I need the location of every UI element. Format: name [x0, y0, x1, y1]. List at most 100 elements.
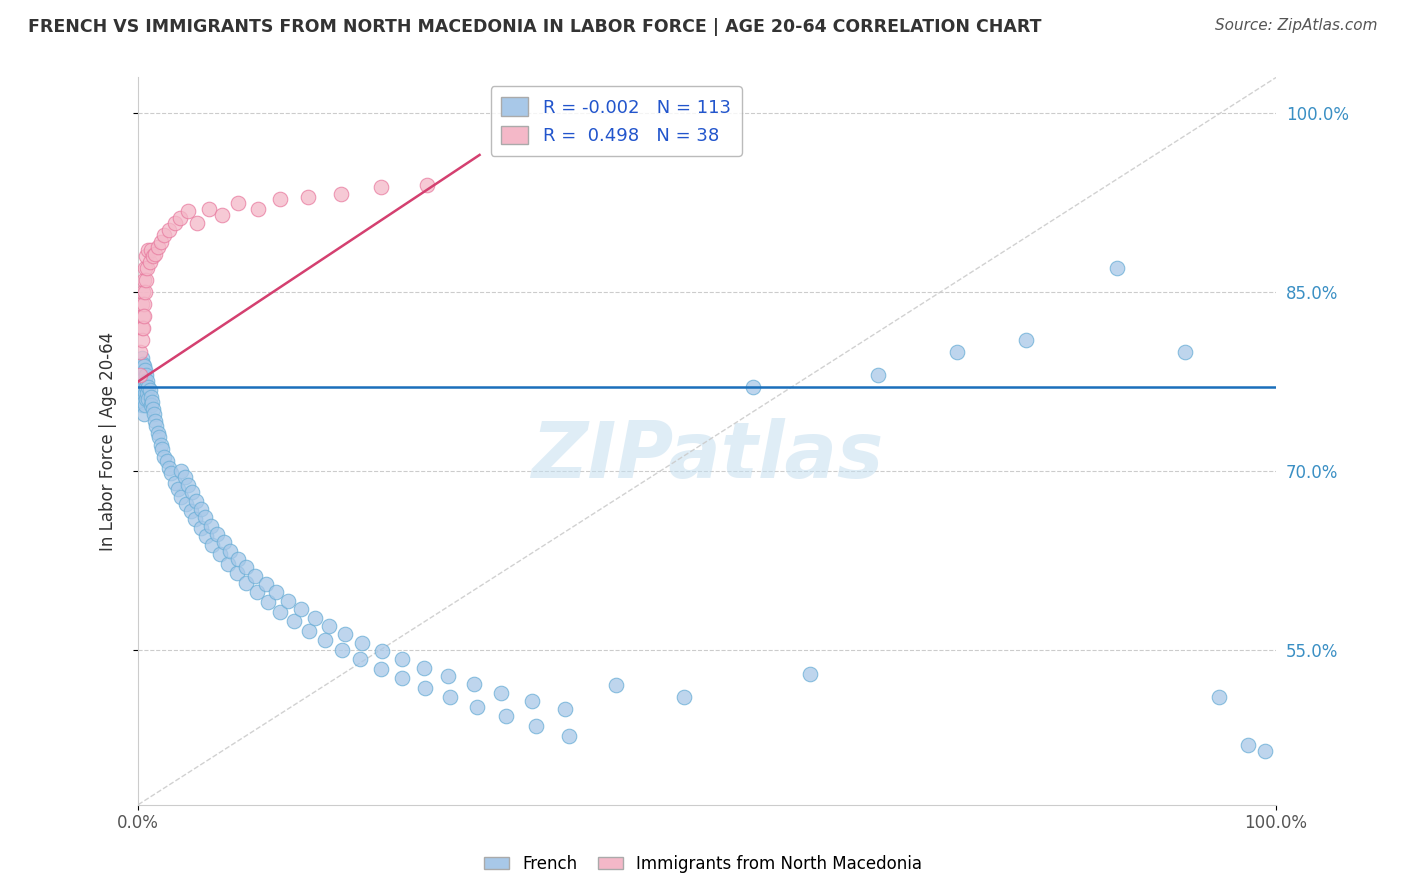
Point — [209, 547, 232, 561]
Point — [212, 535, 235, 549]
Point — [269, 605, 291, 619]
Point — [370, 644, 392, 658]
Point — [946, 344, 969, 359]
Point — [169, 211, 191, 226]
Point — [526, 719, 548, 733]
Point — [217, 557, 239, 571]
Point — [170, 464, 193, 478]
Point — [132, 383, 155, 397]
Text: ZIPatlas: ZIPatlas — [531, 417, 883, 493]
Point — [330, 642, 353, 657]
Point — [136, 386, 159, 401]
Point — [463, 677, 485, 691]
Point — [226, 566, 249, 581]
Point — [174, 497, 197, 511]
Point — [170, 490, 193, 504]
Point — [412, 660, 434, 674]
Point — [131, 398, 153, 412]
Text: Source: ZipAtlas.com: Source: ZipAtlas.com — [1215, 18, 1378, 33]
Point — [132, 309, 155, 323]
Point — [131, 386, 153, 401]
Point — [131, 333, 153, 347]
Point — [318, 619, 340, 633]
Point — [160, 467, 183, 481]
Point — [799, 666, 821, 681]
Point — [186, 493, 208, 508]
Point — [673, 690, 696, 705]
Point — [132, 359, 155, 373]
Point — [264, 585, 287, 599]
Point — [142, 401, 165, 416]
Point — [149, 235, 172, 249]
Point — [136, 261, 159, 276]
Point — [150, 442, 173, 457]
Point — [246, 202, 269, 216]
Point — [156, 454, 179, 468]
Point — [134, 386, 156, 401]
Point — [136, 375, 159, 389]
Point — [235, 560, 257, 574]
Point — [131, 362, 153, 376]
Point — [1254, 744, 1277, 758]
Point — [177, 478, 200, 492]
Point — [131, 375, 153, 389]
Point — [157, 461, 180, 475]
Point — [180, 504, 202, 518]
Point — [135, 273, 157, 287]
Point — [297, 189, 319, 203]
Point — [143, 407, 166, 421]
Point — [132, 371, 155, 385]
Point — [605, 678, 627, 692]
Point — [134, 398, 156, 412]
Point — [741, 380, 763, 394]
Point — [554, 702, 576, 716]
Point — [163, 475, 186, 490]
Point — [283, 614, 305, 628]
Point — [558, 729, 581, 743]
Point — [145, 418, 167, 433]
Point — [138, 255, 160, 269]
Point — [138, 392, 160, 407]
Point — [138, 244, 160, 258]
Point — [245, 568, 267, 582]
Point — [132, 273, 155, 287]
Point — [1208, 690, 1230, 705]
Point — [135, 380, 157, 394]
Point — [131, 297, 153, 311]
Point — [254, 577, 277, 591]
Point — [413, 681, 436, 695]
Point — [1236, 738, 1258, 752]
Point — [167, 482, 190, 496]
Point — [205, 527, 228, 541]
Y-axis label: In Labor Force | Age 20-64: In Labor Force | Age 20-64 — [100, 332, 117, 550]
Point — [197, 202, 219, 216]
Point — [129, 368, 152, 383]
Point — [141, 394, 163, 409]
Point — [304, 610, 326, 624]
Point — [495, 709, 517, 723]
Point — [190, 521, 212, 535]
Point — [370, 662, 392, 676]
Point — [131, 351, 153, 365]
Point — [132, 285, 155, 299]
Point — [134, 285, 156, 299]
Point — [195, 529, 218, 543]
Legend: R = -0.002   N = 113, R =  0.498   N = 38: R = -0.002 N = 113, R = 0.498 N = 38 — [491, 87, 742, 156]
Point — [370, 180, 392, 194]
Point — [153, 450, 176, 464]
Point — [134, 375, 156, 389]
Point — [146, 425, 169, 440]
Point — [132, 357, 155, 371]
Point — [132, 407, 155, 421]
Point — [142, 249, 165, 263]
Point — [139, 390, 162, 404]
Point — [1174, 344, 1197, 359]
Point — [135, 368, 157, 383]
Point — [335, 627, 357, 641]
Point — [314, 633, 336, 648]
Point — [163, 216, 186, 230]
Point — [135, 392, 157, 407]
Point — [143, 247, 166, 261]
Point — [132, 297, 155, 311]
Point — [277, 594, 299, 608]
